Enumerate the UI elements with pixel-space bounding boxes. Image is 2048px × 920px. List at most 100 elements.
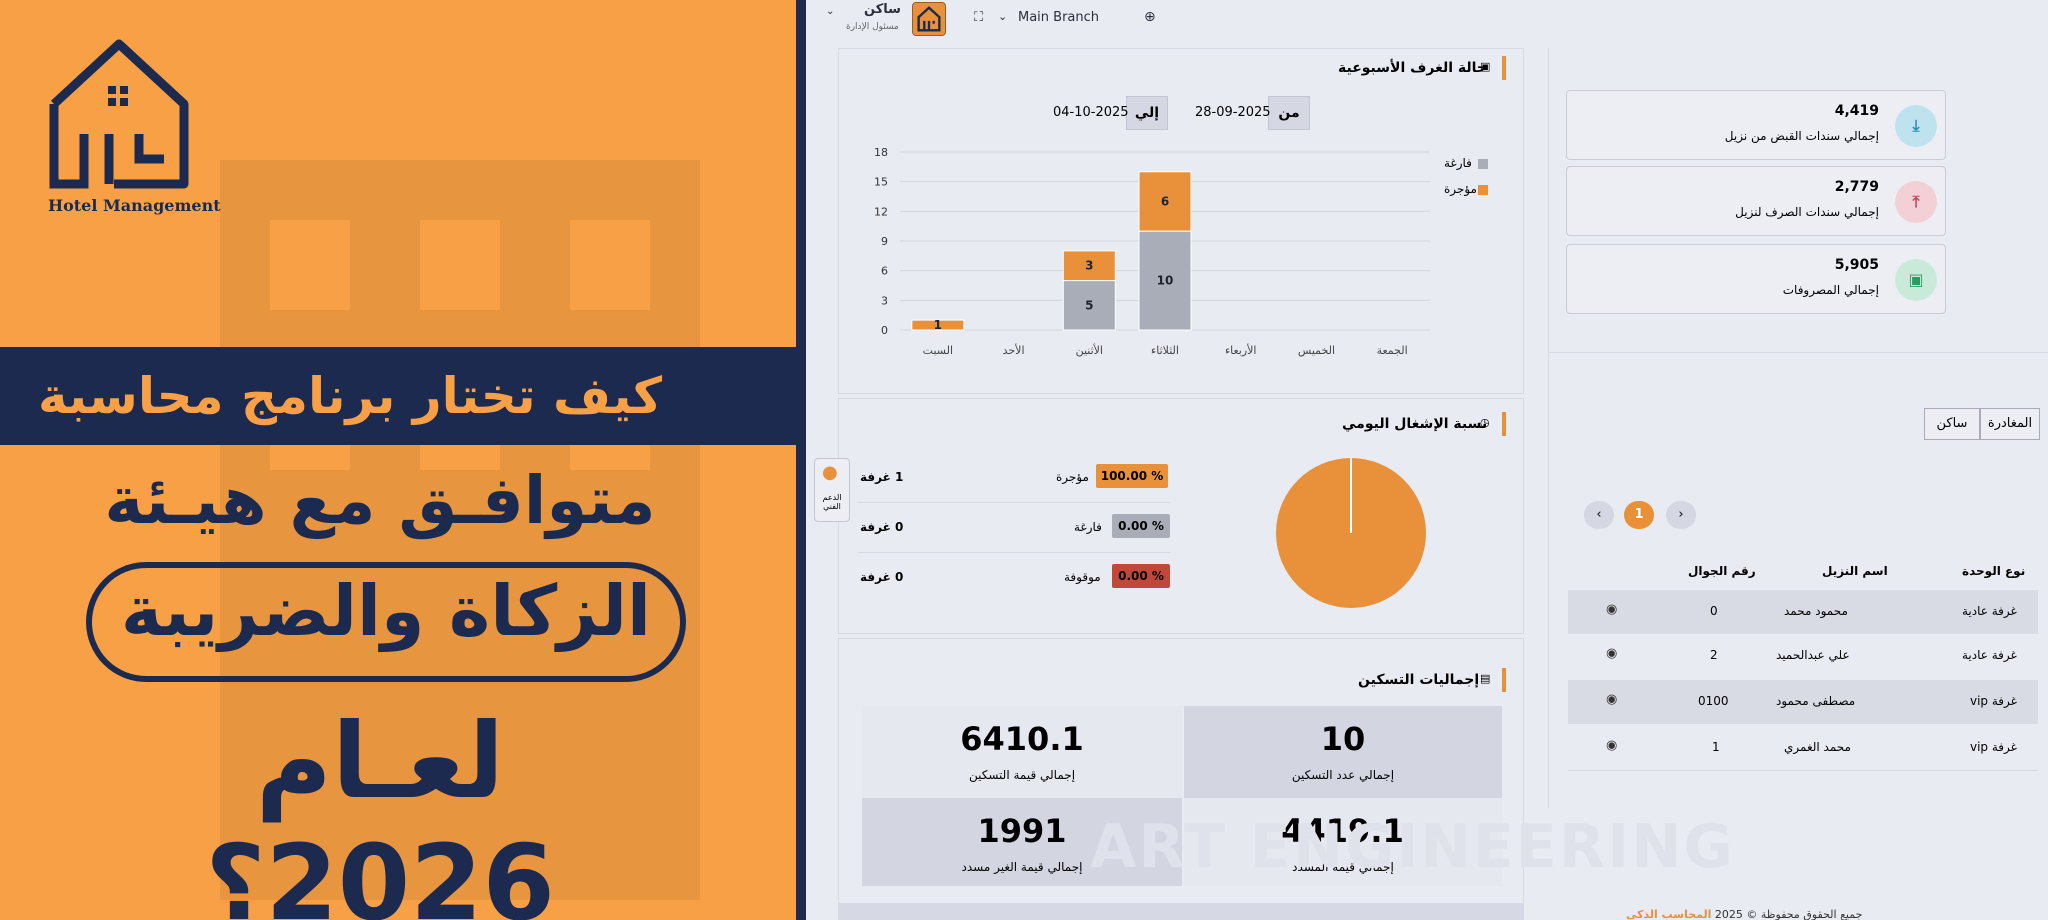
occupancy-count: 1 غرفة — [860, 470, 904, 484]
total-cell: 4419.1 إجمالي قيمة المسدد — [1184, 798, 1502, 886]
table-row[interactable]: غرفة vip مصطفى محمود 0100 ◉ — [1568, 680, 2038, 724]
occupancy-badge: 0.00 % — [1112, 564, 1170, 588]
stat-value: 4,419 — [1834, 103, 1879, 119]
user-name: ساكن — [864, 2, 901, 17]
to-date[interactable]: 04-10-2025 — [1053, 105, 1129, 120]
divider — [858, 552, 1170, 553]
from-button[interactable]: من — [1268, 96, 1310, 130]
section-divider — [1548, 352, 2048, 353]
banner-pill-text: الزكاة والضريبة — [120, 570, 652, 652]
x-tick-label: الخميس — [1298, 344, 1335, 357]
support-chip-label: الدعم الفني — [822, 493, 842, 511]
occupancy-badge: 0.00 % — [1112, 514, 1170, 538]
y-tick-label: 3 — [881, 294, 888, 307]
banner-year-line: لعـام 2026؟ — [205, 700, 555, 920]
cell-phone: 0100 — [1698, 694, 1729, 708]
occupancy-name: مؤجرة — [1056, 470, 1089, 484]
table-row[interactable]: غرفة عادية علي عبدالحميد 2 ◉ — [1568, 634, 2038, 678]
upload-icon: ⤒ — [1895, 181, 1937, 223]
table-row[interactable]: غرفة vip محمد الغمري 1 ◉ — [1568, 726, 2038, 770]
occupancy-badge: 100.00 % — [1096, 464, 1168, 488]
occupancy-count: 0 غرفة — [860, 570, 904, 584]
y-tick-label: 15 — [874, 176, 888, 189]
cash-icon: ▣ — [1895, 259, 1937, 301]
y-tick-label: 6 — [881, 265, 888, 278]
banner-strip-text: كيف تختار برنامج محاسبة — [37, 367, 663, 425]
support-chip[interactable]: الدعم الفني — [814, 458, 850, 522]
view-eye-icon[interactable]: ◉ — [1606, 738, 1618, 753]
bar-data-label: 1 — [934, 318, 942, 332]
total-value: 1991 — [977, 812, 1067, 850]
stat-card-payments[interactable]: ⤒ 2,779 إجمالي سندات الصرف لنزيل — [1566, 166, 1946, 236]
support-agent-icon: ● — [822, 462, 838, 483]
total-value: 6410.1 — [960, 720, 1084, 758]
fullscreen-icon[interactable]: ⛶ — [974, 10, 984, 25]
y-tick-label: 0 — [881, 324, 888, 337]
weekly-status-title: حالة الغرف الأسبوعية — [1338, 60, 1488, 76]
view-eye-icon[interactable]: ◉ — [1606, 646, 1618, 661]
bar-data-label: 6 — [1161, 194, 1169, 208]
banner-headline-line2: متوافـق مع هيـئة — [104, 462, 656, 539]
table-bottom-border — [1568, 770, 2038, 771]
bar-segment — [1062, 280, 1116, 331]
y-tick-label: 12 — [874, 205, 888, 218]
totals-title: إجماليات التسكين — [1358, 672, 1480, 688]
cell-unit-type: غرفة عادية — [1962, 648, 2017, 662]
logo-text: Hotel Management — [48, 196, 221, 215]
y-tick-label: 9 — [881, 235, 888, 248]
pagination-current[interactable]: 1 — [1624, 501, 1654, 529]
title-accent — [1502, 668, 1506, 692]
branch-selector[interactable]: Main Branch — [1018, 10, 1100, 25]
from-date[interactable]: 28-09-2025 — [1195, 105, 1271, 120]
legend-swatch-vacant — [1478, 159, 1488, 169]
weekly-status-chart: 0 3 6 9 12 15 18 1 السبت الأحد 5 3 الأثنين 10 6 الثلاثا… — [874, 146, 1430, 357]
total-cell: 1991 إجمالي قيمة الغير مسدد — [862, 798, 1182, 886]
total-label: إجمالي قيمة الغير مسدد — [961, 860, 1083, 874]
user-menu-chevron-icon[interactable]: ⌄ — [826, 6, 835, 17]
view-eye-icon[interactable]: ◉ — [1606, 602, 1618, 617]
to-button[interactable]: إلي — [1126, 96, 1168, 130]
x-tick-label: الثلاثاء — [1151, 344, 1179, 357]
bar-data-label: 5 — [1085, 298, 1093, 312]
total-cell: 10 إجمالي عدد التسكين — [1184, 706, 1502, 798]
occupancy-pie-chart — [1276, 458, 1426, 608]
bar-segment — [1138, 171, 1192, 232]
footer: جميع الحقوق محفوظة © 2025 المحاسب الذكي — [1626, 908, 1862, 920]
bar-segment — [911, 319, 965, 331]
table-row[interactable]: غرفة عادية محمود محمد 0 ◉ — [1568, 590, 2038, 634]
tab-resident[interactable]: ساكن — [1924, 408, 1980, 440]
table-header-unit-type: نوع الوحدة — [1962, 564, 2026, 578]
cell-unit-type: غرفة vip — [1970, 740, 2017, 754]
divider — [858, 502, 1170, 503]
total-label: إجمالي قيمة المسدد — [1292, 860, 1394, 874]
cell-guest-name: محمود محمد — [1784, 604, 1848, 618]
hotel-avatar-icon — [917, 6, 941, 32]
banner-divider — [796, 0, 806, 920]
tab-departure[interactable]: المغادرة — [1980, 408, 2040, 440]
card-footer-bar — [838, 904, 1524, 920]
occupancy-name: فارغة — [1074, 520, 1102, 534]
pagination-next[interactable]: › — [1666, 501, 1696, 529]
legend-swatch-rented — [1478, 185, 1488, 195]
occupancy-title: نسبة الإشغال اليومي — [1342, 416, 1488, 432]
top-bar: ⌄ ساكن مسئول الإدارة ⛶ ⌄ Main Branch ⊕ — [806, 0, 2048, 42]
cell-phone: 1 — [1712, 740, 1720, 754]
watermark: ART ENGINEERING — [1090, 812, 1735, 882]
x-tick-label: السبت — [923, 344, 953, 357]
stat-card-receipts[interactable]: ⤓ 4,419 إجمالي سندات القبض من نزيل — [1566, 90, 1946, 160]
user-avatar[interactable] — [912, 2, 946, 36]
language-globe-icon[interactable]: ⊕ — [1144, 9, 1156, 25]
stat-card-expenses[interactable]: ▣ 5,905 إجمالي المصروفات — [1566, 244, 1946, 314]
table-header-guest-name: اسم النزيل — [1822, 564, 1888, 578]
x-tick-label: الأربعاء — [1225, 343, 1257, 357]
x-tick-label: الجمعة — [1377, 344, 1408, 357]
cell-guest-name: محمد الغمري — [1784, 740, 1851, 754]
bar-data-label: 10 — [1157, 274, 1174, 288]
pagination-prev[interactable]: ‹ — [1584, 501, 1614, 529]
total-value: 4419.1 — [1281, 812, 1405, 850]
footer-link[interactable]: المحاسب الذكي — [1626, 908, 1712, 920]
stat-label: إجمالي سندات القبض من نزيل — [1724, 129, 1879, 143]
view-eye-icon[interactable]: ◉ — [1606, 692, 1618, 707]
branch-chevron-icon[interactable]: ⌄ — [998, 10, 1008, 23]
y-tick-label: 18 — [874, 146, 888, 159]
